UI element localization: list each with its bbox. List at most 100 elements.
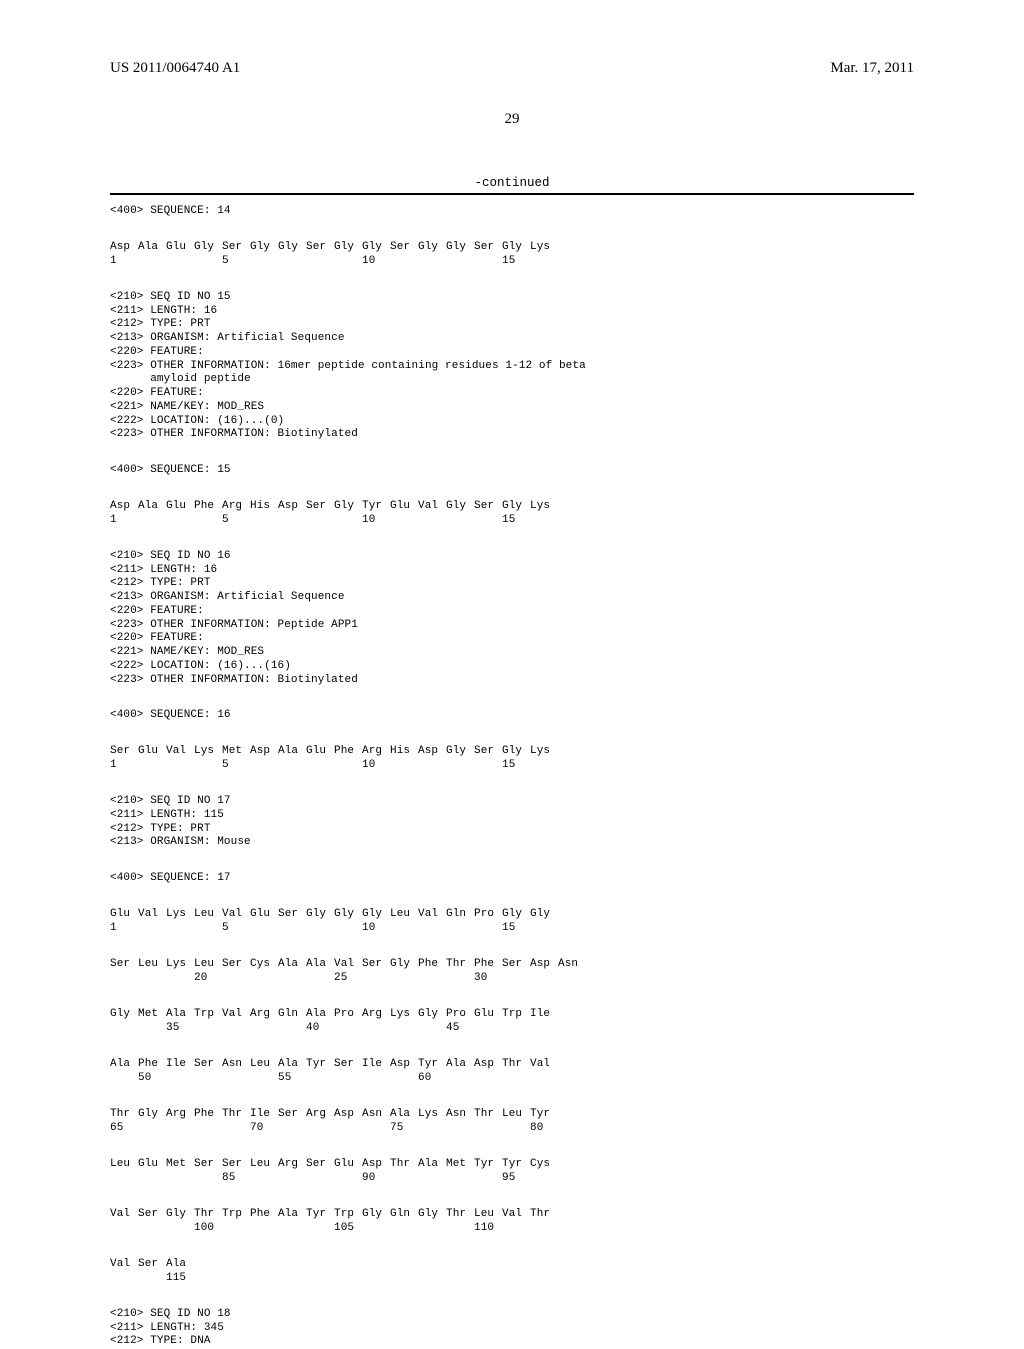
residue: Pro [334,1008,354,1022]
residue: Gly [362,241,382,255]
residue: Ser [222,241,242,255]
residue: Glu [306,745,326,759]
residue: Lys [166,958,186,972]
residue: Tyr [306,1208,326,1222]
residue: Tyr [502,1158,522,1172]
position-row: 151015 [110,922,914,936]
text-line: <223> OTHER INFORMATION: Biotinylated [110,674,914,688]
residue: Gly [334,241,354,255]
residue: Asp [390,1058,410,1072]
residue: Lys [530,500,550,514]
residue-row: ThrGlyArgPheThrIleSerArgAspAsnAlaLysAsnT… [110,1108,914,1122]
residue: Ser [390,241,410,255]
residue: Ser [306,500,326,514]
residue: Phe [250,1208,270,1222]
position-number: 35 [166,1022,179,1036]
sequence-block: ThrGlyArgPheThrIleSerArgAspAsnAlaLysAsnT… [110,1108,914,1136]
residue: Val [110,1208,130,1222]
position-row: 151015 [110,759,914,773]
text-line: <400> SEQUENCE: 14 [110,205,914,219]
sequence-block: ValSerAla115 [110,1258,914,1286]
position-number: 90 [362,1172,375,1186]
residue: Tyr [474,1158,494,1172]
residue: Arg [278,1158,298,1172]
position-row: 115 [110,1272,914,1286]
sequence-block: AspAlaGluPheArgHisAspSerGlyTyrGluValGlyS… [110,500,914,528]
residue: Leu [390,908,410,922]
position-number: 10 [362,922,375,936]
residue: Met [222,745,242,759]
residue: Val [166,745,186,759]
residue: Thr [390,1158,410,1172]
residue: Asp [418,745,438,759]
residue: Phe [194,500,214,514]
residue: Gln [390,1208,410,1222]
residue: Ser [194,1058,214,1072]
position-number: 10 [362,759,375,773]
residue: Gly [334,908,354,922]
residue: Ala [278,1058,298,1072]
position-number: 100 [194,1222,214,1236]
page-number: 29 [110,111,914,128]
text-line: <220> FEATURE: [110,387,914,401]
position-row: 202530 [110,972,914,986]
residue: Ala [278,1208,298,1222]
residue: Ala [278,745,298,759]
residue: Ser [474,241,494,255]
residue: Glu [474,1008,494,1022]
residue: Ser [502,958,522,972]
page-header: US 2011/0064740 A1 Mar. 17, 2011 [110,60,914,77]
residue: Leu [250,1158,270,1172]
residue: Thr [446,1208,466,1222]
residue: Lys [530,241,550,255]
text-block: <210> SEQ ID NO 17<211> LENGTH: 115<212>… [110,795,914,850]
residue: Gly [250,241,270,255]
position-number: 15 [502,514,515,528]
residue: Met [138,1008,158,1022]
horizontal-rule [110,193,914,195]
position-number: 10 [362,514,375,528]
residue: Asn [362,1108,382,1122]
position-number: 45 [446,1022,459,1036]
position-number: 60 [418,1072,431,1086]
residue: Leu [138,958,158,972]
text-line: <210> SEQ ID NO 17 [110,795,914,809]
residue: Tyr [418,1058,438,1072]
residue: Gly [138,1108,158,1122]
text-block: <210> SEQ ID NO 15<211> LENGTH: 16<212> … [110,291,914,442]
residue: Gly [530,908,550,922]
text-line: amyloid peptide [110,373,914,387]
residue-row: SerLeuLysLeuSerCysAlaAlaValSerGlyPheThrP… [110,958,914,972]
position-number: 10 [362,255,375,269]
residue-row: ValSerAla [110,1258,914,1272]
residue: Ala [390,1108,410,1122]
sequence-block: GluValLysLeuValGluSerGlyGlyGlyLeuValGlnP… [110,908,914,936]
residue: Gly [502,908,522,922]
residue: Glu [138,1158,158,1172]
residue: Arg [250,1008,270,1022]
residue: Met [166,1158,186,1172]
position-row: 151015 [110,514,914,528]
residue: Leu [250,1058,270,1072]
text-line: <210> SEQ ID NO 15 [110,291,914,305]
residue: Ser [362,958,382,972]
position-number: 75 [390,1122,403,1136]
text-line: <220> FEATURE: [110,346,914,360]
residue: Val [530,1058,550,1072]
position-number: 1 [110,255,117,269]
residue: Gln [446,908,466,922]
text-line: <400> SEQUENCE: 15 [110,464,914,478]
text-line: <211> LENGTH: 345 [110,1322,914,1336]
residue: Asp [334,1108,354,1122]
position-number: 5 [222,759,229,773]
position-number: 80 [530,1122,543,1136]
residue: Ile [250,1108,270,1122]
residue: Ala [166,1008,186,1022]
residue: Phe [138,1058,158,1072]
position-number: 1 [110,759,117,773]
residue: Asn [446,1108,466,1122]
residue: Glu [250,908,270,922]
position-number: 15 [502,759,515,773]
residue: Lys [530,745,550,759]
text-line: <211> LENGTH: 115 [110,809,914,823]
